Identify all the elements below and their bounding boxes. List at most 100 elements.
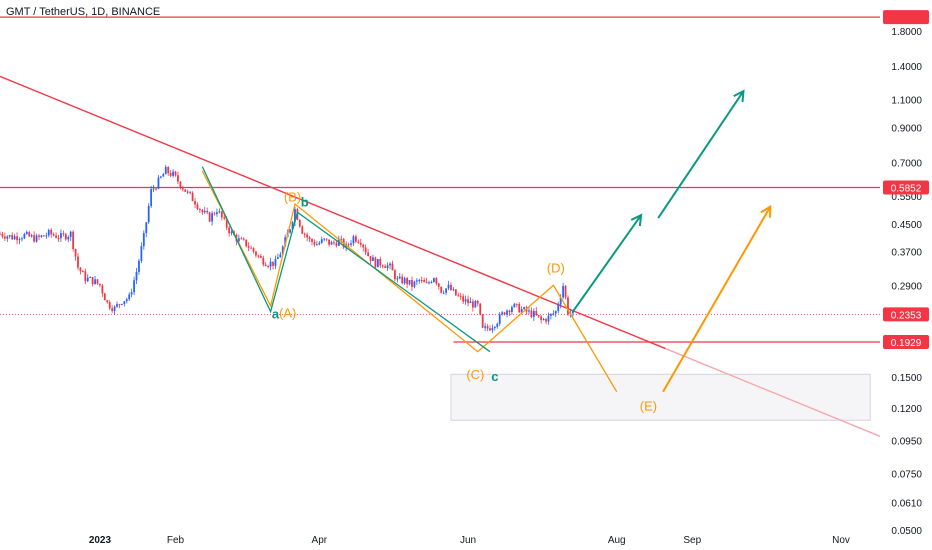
candle-body <box>30 235 33 237</box>
candle-body <box>528 310 530 312</box>
candle-body <box>101 285 104 294</box>
candle-body <box>223 217 226 219</box>
candle-body <box>396 278 399 280</box>
candle-body <box>394 270 396 280</box>
candle-body <box>33 235 36 242</box>
time-tick-label: Aug <box>608 535 626 546</box>
wave-label: b <box>301 195 309 210</box>
candle-body <box>547 315 550 322</box>
candle-body <box>496 323 499 327</box>
candle-body <box>0 233 1 235</box>
candle-body <box>269 261 272 267</box>
candle-body <box>374 257 377 268</box>
candle-body <box>391 263 394 271</box>
candle-body <box>489 328 491 331</box>
candle-body <box>347 244 350 246</box>
candle-body <box>376 259 379 268</box>
candle-body <box>113 306 116 312</box>
wave-label: (D) <box>547 260 565 275</box>
candle-body <box>216 212 218 215</box>
candle-body <box>272 261 274 266</box>
wave-label: (C) <box>466 367 484 382</box>
candle-body <box>198 208 201 210</box>
candle-body <box>550 313 552 316</box>
candle-body <box>172 171 174 176</box>
price-tick-label: 0.0500 <box>891 526 922 537</box>
candle-body <box>301 226 304 234</box>
price-tag-box <box>883 307 929 322</box>
price-tag-box <box>883 180 929 195</box>
wave-label: (B) <box>284 189 301 204</box>
green-projection-arrow <box>572 214 642 313</box>
price-tag-label: 0.5852 <box>891 184 922 195</box>
candle-body <box>406 278 408 285</box>
candle-body <box>264 264 267 266</box>
candle-body <box>328 239 330 245</box>
price-tag-box <box>883 335 929 350</box>
candle-body <box>523 307 525 310</box>
price-tick-label: 1.8000 <box>891 27 922 38</box>
candle-body <box>503 312 506 315</box>
candle-body <box>123 301 126 304</box>
candle-body <box>352 236 355 244</box>
candle-body <box>108 302 111 309</box>
green-arrow-head <box>630 213 643 227</box>
time-axis: 2023 Feb Apr Jun Aug Sep Nov <box>89 535 850 546</box>
candle-body <box>116 304 118 307</box>
candle-body <box>211 213 213 222</box>
candle-body <box>3 236 6 239</box>
candle-body <box>189 191 192 193</box>
wave-labels-layer: (B) b a (A) (C) c (D) (E) <box>272 189 657 413</box>
candle-body <box>359 242 362 245</box>
candle-body <box>218 211 221 213</box>
candle-body <box>545 318 547 322</box>
candle-body <box>72 231 75 250</box>
candle-body <box>554 311 557 314</box>
candle-body <box>298 219 301 227</box>
candle-body <box>164 166 167 175</box>
candle-body <box>306 234 309 238</box>
candle-body <box>77 256 79 268</box>
time-tick-label: Feb <box>167 535 185 546</box>
candle-body <box>564 286 567 298</box>
candle-body <box>1 233 4 237</box>
candle-body <box>372 257 374 261</box>
price-tick-label: 1.1000 <box>891 96 922 107</box>
candle-body <box>267 265 270 267</box>
candle-body <box>362 244 365 248</box>
wave-label: a <box>272 307 280 322</box>
candle-body <box>181 187 184 190</box>
candle-body <box>133 280 135 293</box>
candle-body <box>350 243 352 245</box>
candle-body <box>318 242 321 245</box>
candle-body <box>247 246 250 248</box>
candle-body <box>571 310 574 314</box>
candle-body <box>442 292 445 294</box>
candle-body <box>55 235 57 238</box>
candle-body <box>423 280 426 283</box>
green-arrow-head <box>733 89 745 103</box>
candle-body <box>511 307 513 313</box>
candle-body <box>467 299 469 304</box>
candle-body <box>230 231 233 234</box>
candle-body <box>532 310 535 317</box>
candle-body <box>99 283 101 286</box>
candle-body <box>52 234 55 236</box>
candle-body <box>323 238 326 240</box>
candle-body <box>167 166 170 174</box>
candle-body <box>252 247 255 252</box>
candle-body <box>518 303 521 313</box>
candle-body <box>447 284 450 289</box>
candle-body <box>389 263 391 266</box>
candle-body <box>220 211 223 218</box>
candle-body <box>276 257 279 260</box>
candle-body <box>369 256 372 261</box>
candle-body <box>47 229 50 236</box>
candle-body <box>250 247 252 249</box>
target-zone-box <box>450 373 871 421</box>
candle-body <box>540 316 543 320</box>
descending-trendline <box>0 75 666 350</box>
candle-body <box>481 314 484 328</box>
candle-body <box>8 235 11 237</box>
